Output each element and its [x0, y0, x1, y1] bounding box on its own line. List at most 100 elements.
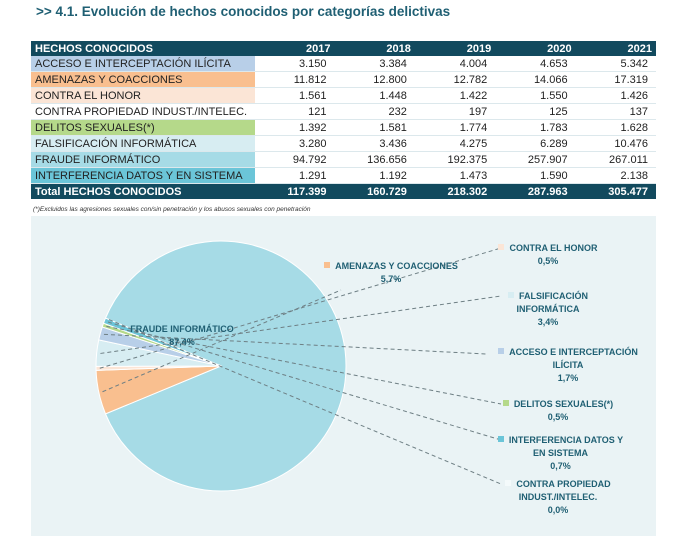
value-cell: 14.066	[495, 71, 576, 88]
column-header: 2018	[334, 41, 415, 56]
value-cell: 1.783	[495, 119, 576, 136]
table-row: FRAUDE INFORMÁTICO 94.792 136.656 192.375 25…	[31, 151, 656, 168]
leader-line	[102, 289, 342, 393]
legend-swatch	[324, 262, 331, 268]
value-cell: 4.653	[495, 56, 576, 72]
slice-percent: 1,7%	[557, 373, 579, 383]
legend-swatch	[502, 400, 509, 406]
value-cell: 1.473	[414, 167, 496, 184]
table-row: CONTRA PROPIEDAD INDUST./INTELEC. 121 232 1…	[31, 103, 656, 120]
slice-percent: 0,0%	[547, 505, 569, 515]
table-row: DELITOS SEXUALES(*) 1.392 1.581 1.774 1.783 1…	[31, 119, 656, 136]
column-header: HECHOS CONOCIDOS	[31, 41, 256, 56]
value-cell: 1.422	[414, 87, 496, 104]
slice-label: CONTRA EL HONOR 0,5%	[493, 242, 603, 268]
value-cell: 10.476	[575, 135, 656, 152]
table-row: ACCESO E INTERCEPTACIÓN ILÍCITA 3.150 3.38…	[31, 56, 656, 72]
slice-name: FRAUDE INFORMÁTICO	[130, 324, 234, 334]
footnote: (*)Excluidos las agresiones sexuales con…	[33, 206, 311, 213]
slice-label: AMENAZAS Y COACCIONES 5,7%	[321, 260, 461, 286]
total-value: 287.963	[495, 183, 576, 199]
total-value: 160.729	[334, 183, 415, 199]
value-cell: 17.319	[575, 71, 656, 88]
value-cell: 1.581	[334, 119, 415, 136]
value-cell: 121	[255, 103, 335, 120]
slice-percent: 0,5%	[547, 412, 569, 422]
slice-percent: 87,4%	[169, 337, 195, 347]
slice-percent: 0,7%	[550, 461, 571, 471]
category-cell: INTERFERENCIA DATOS Y EN SISTEMA	[31, 167, 256, 184]
section-heading: >> 4.1. Evolución de hechos conocidos po…	[36, 4, 451, 19]
value-cell: 4.004	[414, 56, 496, 72]
crime-table: HECHOS CONOCIDOS 2017 2018 2019 2020 202…	[31, 41, 656, 199]
table-row: FALSIFICACIÓN INFORMÁTICA 3.280 3.436 4.275…	[31, 135, 656, 152]
slice-label: DELITOS SEXUALES(*) 0,5%	[493, 398, 623, 424]
value-cell: 94.792	[255, 151, 335, 168]
value-cell: 1.628	[575, 119, 656, 136]
leader-line	[108, 319, 502, 485]
category-cell: CONTRA PROPIEDAD INDUST./INTELEC.	[31, 103, 256, 120]
category-cell: FRAUDE INFORMÁTICO	[31, 151, 256, 168]
legend-swatch	[497, 436, 504, 442]
total-label: Total HECHOS CONOCIDOS	[31, 183, 256, 199]
slice-label: FRAUDE INFORMÁTICO 87,4%	[117, 323, 247, 349]
leader-line	[107, 321, 502, 441]
total-value: 117.399	[255, 183, 335, 199]
value-cell: 11.812	[255, 71, 335, 88]
slice-label: ACCESO E INTERCEPTACIÓN ILÍCITA 1,7%	[493, 346, 643, 385]
value-cell: 3.436	[334, 135, 415, 152]
value-cell: 2.138	[575, 167, 656, 184]
slice-label: INTERFERENCIA DATOS Y EN SISTEMA 0,7%	[493, 434, 628, 473]
category-cell: AMENAZAS Y COACCIONES	[31, 71, 256, 88]
value-cell: 1.561	[255, 87, 335, 104]
slice-percent: 5,7%	[380, 274, 402, 284]
value-cell: 4.275	[414, 135, 496, 152]
slice-name: ACCESO E INTERCEPTACIÓN ILÍCITA	[509, 347, 638, 370]
value-cell: 125	[495, 103, 576, 120]
value-cell: 136.656	[334, 151, 415, 168]
category-cell: DELITOS SEXUALES(*)	[31, 119, 256, 136]
slice-label: CONTRA PROPIEDAD INDUST./INTELEC. 0,0%	[493, 478, 623, 517]
category-cell: ACCESO E INTERCEPTACIÓN ILÍCITA	[31, 56, 256, 72]
value-cell: 1.590	[495, 167, 576, 184]
table-row: INTERFERENCIA DATOS Y EN SISTEMA 1.291 1.1…	[31, 167, 656, 184]
value-cell: 267.011	[575, 151, 656, 168]
category-cell: CONTRA EL HONOR	[31, 87, 256, 104]
total-row: Total HECHOS CONOCIDOS 117.399 160.729 218.…	[31, 183, 656, 199]
value-cell: 1.291	[255, 167, 335, 184]
total-value: 305.477	[575, 183, 656, 199]
table-row: CONTRA EL HONOR 1.561 1.448 1.422 1.550 1.426	[31, 87, 656, 104]
slice-percent: 3,4%	[537, 317, 559, 327]
table-header-row: HECHOS CONOCIDOS 2017 2018 2019 2020 202…	[31, 41, 656, 56]
value-cell: 3.384	[334, 56, 415, 72]
column-header: 2020	[495, 41, 576, 56]
leader-line	[100, 295, 502, 354]
total-value: 218.302	[414, 183, 496, 199]
leader-line	[103, 333, 487, 355]
slice-name: AMENAZAS Y COACCIONES	[335, 261, 458, 271]
slice-name: FALSIFICACIÓN INFORMÁTICA	[516, 291, 589, 314]
chart-panel: FRAUDE INFORMÁTICO 87,4% AMENAZAS Y COACCI…	[31, 216, 656, 536]
value-cell: 137	[575, 103, 656, 120]
legend-swatch	[508, 292, 514, 298]
value-cell: 1.192	[334, 167, 415, 184]
value-cell: 6.289	[495, 135, 576, 152]
slice-name: CONTRA EL HONOR	[509, 243, 598, 253]
table-row: AMENAZAS Y COACCIONES 11.812 12.800 12.782 1…	[31, 71, 656, 88]
value-cell: 192.375	[414, 151, 496, 168]
value-cell: 1.448	[334, 87, 415, 104]
category-cell: FALSIFICACIÓN INFORMÁTICA	[31, 135, 256, 152]
column-header: 2019	[414, 41, 496, 56]
value-cell: 197	[414, 103, 496, 120]
slice-name: INTERFERENCIA DATOS Y EN SISTEMA	[508, 435, 624, 458]
value-cell: 1.550	[495, 87, 576, 104]
pie-slice	[104, 240, 347, 492]
legend-swatch	[498, 348, 505, 354]
value-cell: 232	[334, 103, 415, 120]
value-cell: 1.392	[255, 119, 335, 136]
value-cell: 1.774	[414, 119, 496, 136]
value-cell: 3.150	[255, 56, 335, 72]
slice-name: CONTRA PROPIEDAD INDUST./INTELEC.	[516, 479, 611, 502]
column-header: 2021	[575, 41, 656, 56]
legend-swatch	[505, 480, 512, 486]
